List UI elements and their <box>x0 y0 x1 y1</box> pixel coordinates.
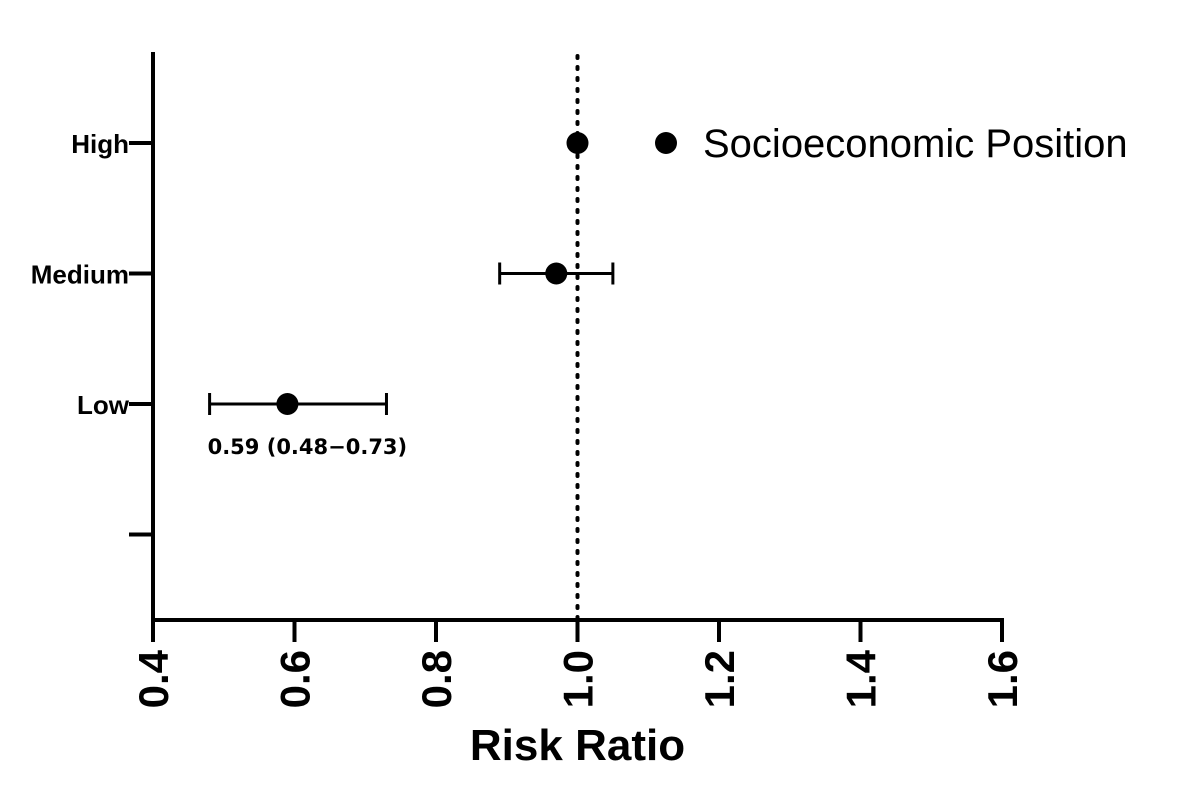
x-tick-label: 1.2 <box>696 650 743 708</box>
annotation-low: 0.59 (0.48−0.73) <box>208 435 408 459</box>
legend-marker <box>655 132 677 154</box>
x-tick-label: 1.0 <box>555 650 602 708</box>
x-tick-label: 0.8 <box>413 650 460 708</box>
data-point-low <box>276 393 299 415</box>
legend-label: Socioeconomic Position <box>703 122 1128 166</box>
x-tick-label: 0.4 <box>130 649 177 708</box>
x-axis-title: Risk Ratio <box>470 721 685 770</box>
y-tick-label-low: Low <box>77 390 130 420</box>
y-tick-label-medium: Medium <box>31 260 129 290</box>
data-point-medium <box>545 262 568 285</box>
x-tick-label: 0.6 <box>272 650 319 708</box>
data-point-high <box>566 132 589 154</box>
x-tick-label: 1.4 <box>838 649 885 708</box>
x-tick-label: 1.6 <box>979 650 1026 708</box>
y-tick-label-high: High <box>71 129 129 159</box>
